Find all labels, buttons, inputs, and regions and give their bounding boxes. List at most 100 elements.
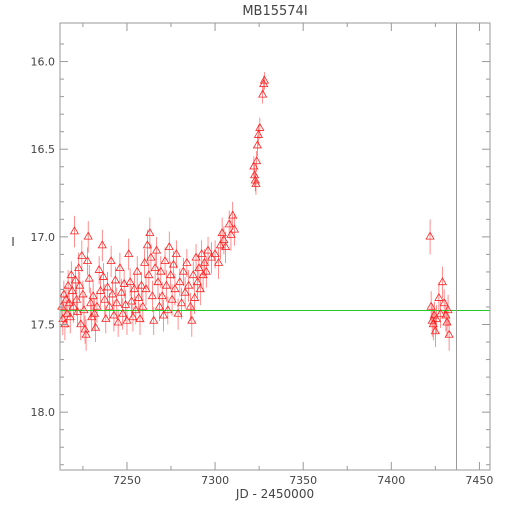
data-point	[78, 289, 88, 298]
data-point	[142, 240, 153, 249]
data-point	[128, 312, 138, 321]
data-point	[443, 305, 453, 314]
data-point	[437, 277, 448, 286]
data-point	[215, 240, 225, 249]
data-point	[86, 298, 96, 307]
data-point	[427, 315, 437, 324]
data-point	[178, 266, 188, 275]
data-point	[258, 89, 268, 98]
data-point	[116, 287, 126, 296]
data-point	[112, 298, 122, 307]
data-point	[110, 275, 120, 284]
data-point	[76, 319, 86, 328]
data-point	[73, 306, 83, 315]
data-point	[154, 301, 165, 310]
data-point	[192, 277, 203, 286]
data-point	[66, 270, 76, 279]
data-point	[190, 292, 200, 301]
data-point	[159, 310, 169, 319]
data-point	[439, 298, 449, 307]
x-axis-label: JD - 2450000	[235, 487, 314, 501]
data-point	[101, 313, 111, 322]
data-point	[213, 257, 224, 266]
data-point	[199, 257, 210, 266]
error-bars	[61, 72, 450, 351]
data-point	[249, 161, 259, 170]
data-point	[430, 326, 440, 335]
data-point	[89, 308, 100, 317]
data-point	[70, 275, 81, 284]
data-point	[79, 305, 89, 314]
data-point	[146, 252, 156, 261]
data-point	[166, 270, 176, 279]
data-point	[176, 298, 187, 307]
data-point	[201, 266, 211, 275]
data-point	[68, 301, 79, 310]
y-axis-label: I	[11, 235, 15, 249]
data-point	[141, 284, 151, 293]
data-point	[150, 263, 160, 272]
data-point	[118, 308, 128, 317]
data-point	[132, 266, 142, 275]
data-point	[444, 329, 454, 338]
data-point	[125, 277, 135, 286]
data-point	[226, 229, 236, 238]
data-point	[77, 250, 87, 259]
data-point	[88, 291, 98, 300]
data-point	[229, 224, 240, 233]
data-point	[63, 280, 73, 289]
data-point	[62, 308, 72, 317]
data-point	[210, 249, 220, 258]
data-point	[113, 317, 123, 326]
data-point	[168, 259, 179, 268]
x-axis: 7250 7300 7350 7400 7450	[82, 23, 493, 487]
data-point	[97, 240, 107, 249]
data-point	[171, 249, 181, 258]
data-point	[441, 310, 451, 319]
data-point	[92, 301, 102, 310]
data-point	[71, 294, 82, 303]
data-point	[167, 294, 177, 303]
data-point	[436, 308, 446, 317]
data-point	[95, 285, 106, 294]
data-point	[67, 285, 77, 294]
data-point	[259, 75, 270, 84]
data-point	[135, 313, 145, 322]
data-point	[83, 231, 93, 240]
data-point	[194, 263, 204, 272]
data-point	[65, 312, 75, 321]
data-point	[219, 235, 229, 244]
data-point	[59, 289, 69, 298]
data-point	[228, 210, 238, 219]
data-point	[147, 291, 157, 300]
data-point	[75, 280, 85, 289]
data-point	[144, 270, 154, 279]
plot-frame	[59, 22, 491, 471]
data-point	[184, 280, 194, 289]
data-point	[153, 277, 163, 286]
data-point	[173, 308, 183, 317]
y-tick-label: 16.5	[31, 143, 56, 156]
data-point	[58, 313, 68, 322]
y-axis: 16.0 16.5 17.0 17.5 18.0	[31, 43, 490, 466]
data-point	[119, 278, 129, 287]
data-point	[426, 301, 436, 310]
data-point	[431, 313, 442, 322]
data-point	[175, 277, 185, 286]
data-point	[157, 291, 167, 300]
data-point	[61, 294, 71, 303]
data-point	[90, 322, 101, 331]
data-point	[149, 315, 159, 324]
data-point	[69, 226, 80, 235]
data-point	[161, 280, 172, 289]
x-tick-label: 7250	[113, 474, 141, 487]
data-point	[106, 256, 116, 265]
data-point	[185, 301, 196, 310]
data-point	[252, 156, 262, 165]
data-point	[195, 284, 205, 293]
data-point	[425, 231, 435, 240]
data-point	[428, 319, 438, 328]
y-tick-label: 17.5	[31, 319, 56, 332]
data-point	[64, 298, 74, 307]
